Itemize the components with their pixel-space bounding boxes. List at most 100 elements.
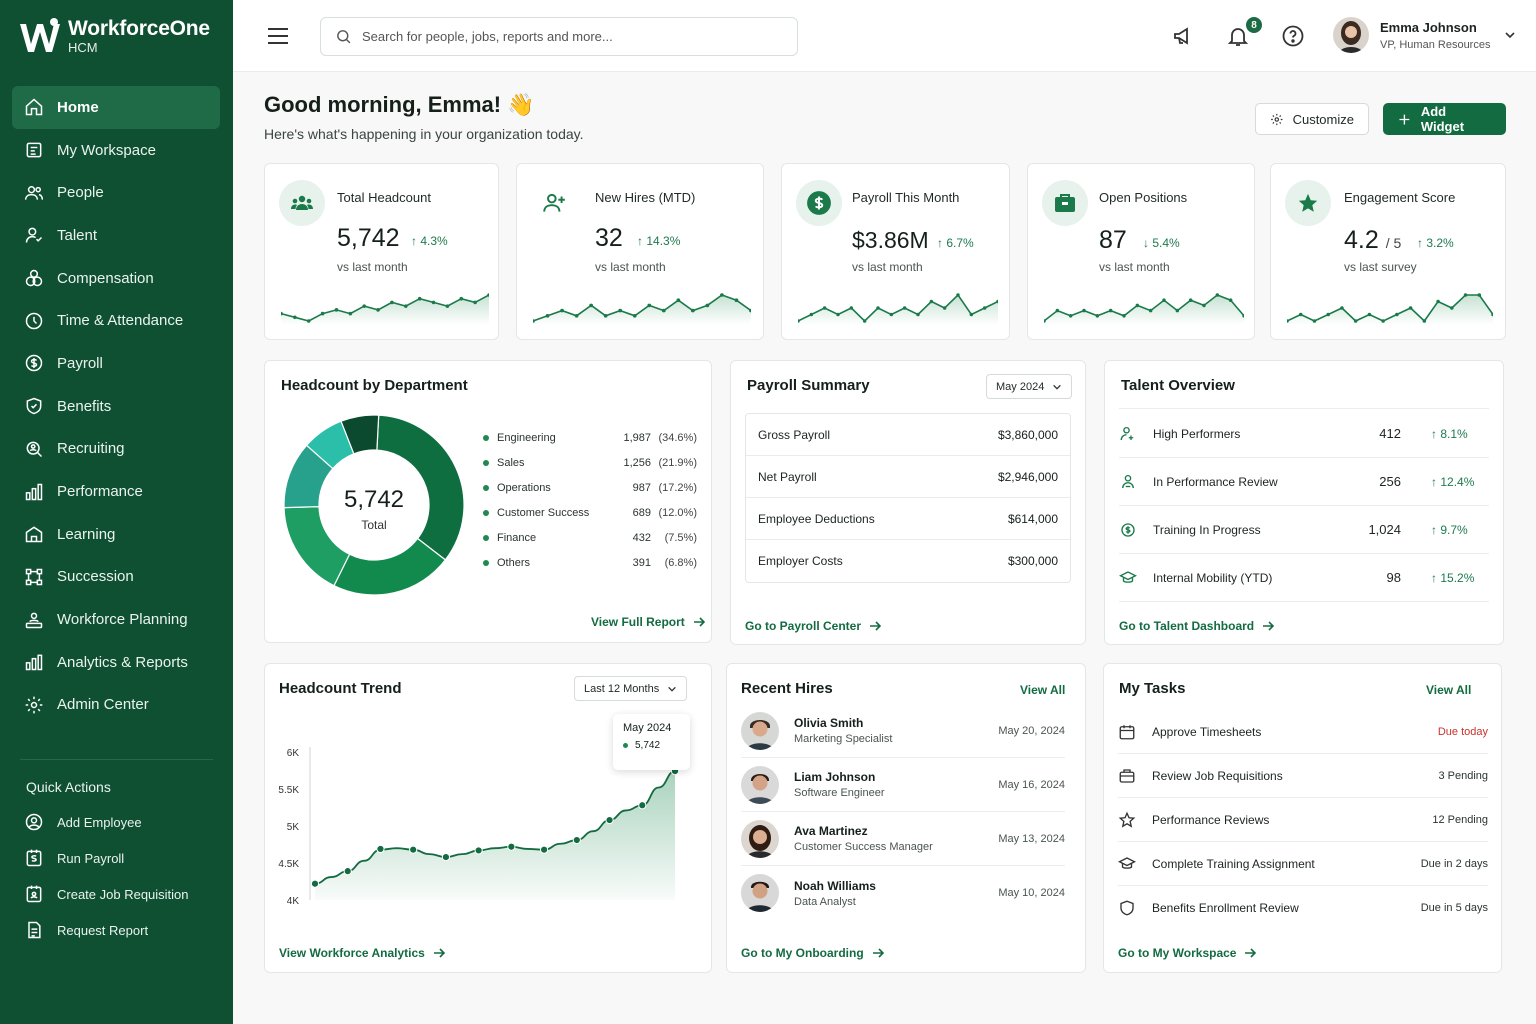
succession-icon bbox=[25, 568, 43, 586]
trend-point[interactable] bbox=[343, 867, 352, 876]
sidebar-item-analytics-reports[interactable]: Analytics & Reports bbox=[12, 641, 220, 684]
donut-slice-sales[interactable] bbox=[333, 537, 447, 596]
sidebar-item-payroll[interactable]: Payroll bbox=[12, 342, 220, 385]
legend-dot bbox=[483, 534, 489, 541]
sparkline-point bbox=[889, 312, 894, 317]
sidebar-item-admin-center[interactable]: Admin Center bbox=[12, 684, 220, 727]
sidebar-item-people[interactable]: People bbox=[12, 171, 220, 214]
trend-point[interactable] bbox=[474, 846, 483, 855]
trend-point[interactable] bbox=[376, 844, 385, 854]
chevron-down-icon bbox=[668, 686, 677, 692]
sidebar-item-time-attendance[interactable]: Time & Attendance bbox=[12, 299, 220, 342]
legend-dot bbox=[483, 509, 489, 516]
go-to-payroll-center-link[interactable]: Go to Payroll Center bbox=[745, 619, 882, 633]
recent-hire-row[interactable]: Liam Johnson Software Engineer May 16, 20… bbox=[741, 758, 1065, 812]
trend-period-select[interactable]: Last 12 Months bbox=[574, 676, 688, 701]
task-row[interactable]: Performance Reviews 12 Pending bbox=[1118, 798, 1488, 842]
payroll-period-select[interactable]: May 2024 bbox=[986, 374, 1073, 399]
recent-hires-view-all-link[interactable]: View All bbox=[1020, 683, 1066, 697]
sidebar-item-succession[interactable]: Succession bbox=[12, 556, 220, 599]
sparkline-point bbox=[1450, 306, 1454, 310]
sparkline bbox=[798, 293, 998, 325]
sidebar-item-talent[interactable]: Talent bbox=[12, 214, 220, 257]
megaphone-icon[interactable] bbox=[1172, 24, 1196, 48]
sidebar-item-recruiting[interactable]: Recruiting bbox=[12, 428, 220, 471]
trend-point[interactable] bbox=[409, 845, 418, 854]
view-full-report-link[interactable]: View Full Report bbox=[591, 615, 705, 629]
kpi-card-payroll[interactable]: Payroll This Month $3.86M ↑ 6.7% vs last… bbox=[781, 163, 1010, 340]
sidebar-item-benefits[interactable]: Benefits bbox=[12, 385, 220, 428]
trend-point[interactable] bbox=[539, 845, 549, 854]
workspace-icon bbox=[26, 142, 42, 158]
home-icon bbox=[25, 98, 43, 116]
kpi-card-total-headcount[interactable]: Total Headcount 5,742 ↑ 4.3% vs last mon… bbox=[264, 163, 499, 340]
search-input[interactable] bbox=[362, 29, 782, 44]
arrow-right-icon bbox=[1263, 621, 1275, 631]
task-row[interactable]: Review Job Requisitions 3 Pending bbox=[1118, 754, 1488, 798]
calendar-icon bbox=[1119, 724, 1135, 739]
task-row[interactable]: Approve Timesheets Due today bbox=[1118, 710, 1488, 754]
gear-icon bbox=[25, 696, 43, 714]
trend-point[interactable] bbox=[605, 815, 614, 825]
sidebar-item-learning[interactable]: Learning bbox=[12, 513, 220, 556]
customize-button[interactable]: Customize bbox=[1255, 103, 1369, 135]
add-widget-button[interactable]: Add Widget bbox=[1383, 103, 1506, 135]
arrow-right-icon bbox=[693, 617, 705, 627]
quick-action-request-report[interactable]: Request Report bbox=[24, 912, 220, 948]
talent-row[interactable]: Training In Progress 1,024 ↑ 9.7% bbox=[1119, 506, 1489, 554]
kpi-title: New Hires (MTD) bbox=[595, 190, 696, 205]
kpi-delta: ↑ 14.3% bbox=[637, 234, 681, 248]
sidebar-item-workforce-planning[interactable]: Workforce Planning bbox=[12, 598, 220, 641]
sparkline-point bbox=[1188, 298, 1193, 302]
recent-hire-row[interactable]: Ava Martinez Customer Success Manager May… bbox=[741, 812, 1065, 866]
donut-slice-others[interactable] bbox=[340, 414, 380, 455]
page-title: Good morning, Emma! 👋 bbox=[264, 92, 535, 117]
sparkline-point bbox=[1175, 308, 1180, 313]
kpi-card-open-positions[interactable]: Open Positions 87 ↓ 5.4% vs last month bbox=[1027, 163, 1255, 340]
sidebar-item-compensation[interactable]: Compensation bbox=[12, 257, 220, 300]
go-to-my-onboarding-link[interactable]: Go to My Onboarding bbox=[741, 946, 884, 960]
sidebar-item-home[interactable]: Home bbox=[12, 86, 220, 129]
sparkline-point bbox=[1367, 312, 1372, 317]
sparkline-point bbox=[362, 304, 366, 308]
trend-point[interactable] bbox=[507, 842, 516, 851]
go-to-talent-dashboard-link[interactable]: Go to Talent Dashboard bbox=[1119, 619, 1275, 633]
trend-point[interactable] bbox=[638, 801, 647, 810]
sparkline-point bbox=[798, 319, 800, 323]
go-to-my-workspace-link[interactable]: Go to My Workspace bbox=[1118, 946, 1257, 960]
task-row[interactable]: Benefits Enrollment Review Due in 5 days bbox=[1118, 886, 1488, 930]
bell-icon[interactable] bbox=[1226, 24, 1250, 48]
trend-point[interactable] bbox=[441, 852, 451, 862]
sidebar-item-performance[interactable]: Performance bbox=[12, 470, 220, 513]
trend-line bbox=[314, 770, 676, 885]
kpi-card-engagement[interactable]: Engagement Score 4.2 / 5 ↑ 3.2% vs last … bbox=[1270, 163, 1506, 340]
trend-point[interactable] bbox=[310, 879, 320, 888]
trend-point[interactable] bbox=[572, 835, 581, 845]
recent-hire-row[interactable]: Noah Williams Data Analyst May 10, 2024 bbox=[741, 866, 1065, 920]
divider bbox=[20, 759, 213, 760]
quick-action-add-employee[interactable]: Add Employee bbox=[24, 804, 220, 840]
view-workforce-analytics-link[interactable]: View Workforce Analytics bbox=[279, 946, 445, 960]
user-menu[interactable]: Emma Johnson VP, Human Resources bbox=[1333, 17, 1516, 53]
donut-slice-engineering[interactable] bbox=[376, 414, 465, 561]
analytics-icon bbox=[25, 654, 43, 671]
sparkline-point bbox=[996, 299, 998, 304]
sparkline-line bbox=[798, 293, 998, 323]
sidebar-item-my-workspace[interactable]: My Workspace bbox=[12, 129, 220, 172]
menu-icon[interactable] bbox=[267, 27, 289, 45]
sparkline-point bbox=[982, 306, 987, 310]
kpi-card-new-hires[interactable]: New Hires (MTD) 32 ↑ 14.3% vs last month bbox=[516, 163, 764, 340]
app-logo[interactable]: WorkforceOne HCM bbox=[18, 16, 210, 58]
help-icon[interactable] bbox=[1281, 24, 1305, 48]
sparkline-point bbox=[404, 304, 408, 308]
quick-action-run-payroll[interactable]: Run Payroll bbox=[24, 840, 220, 876]
talent-icon bbox=[25, 227, 43, 243]
task-row[interactable]: Complete Training Assignment Due in 2 day… bbox=[1118, 842, 1488, 886]
avatar bbox=[741, 711, 779, 750]
talent-row[interactable]: High Performers 412 ↑ 8.1% bbox=[1119, 410, 1489, 458]
tasks-view-all-link[interactable]: View All bbox=[1426, 683, 1472, 697]
talent-row[interactable]: In Performance Review 256 ↑ 12.4% bbox=[1119, 458, 1489, 506]
recent-hire-row[interactable]: Olivia Smith Marketing Specialist May 20,… bbox=[741, 704, 1065, 758]
talent-row[interactable]: Internal Mobility (YTD) 98 ↑ 15.2% bbox=[1119, 554, 1489, 602]
quick-action-create-job-requisition[interactable]: Create Job Requisition bbox=[24, 876, 220, 912]
